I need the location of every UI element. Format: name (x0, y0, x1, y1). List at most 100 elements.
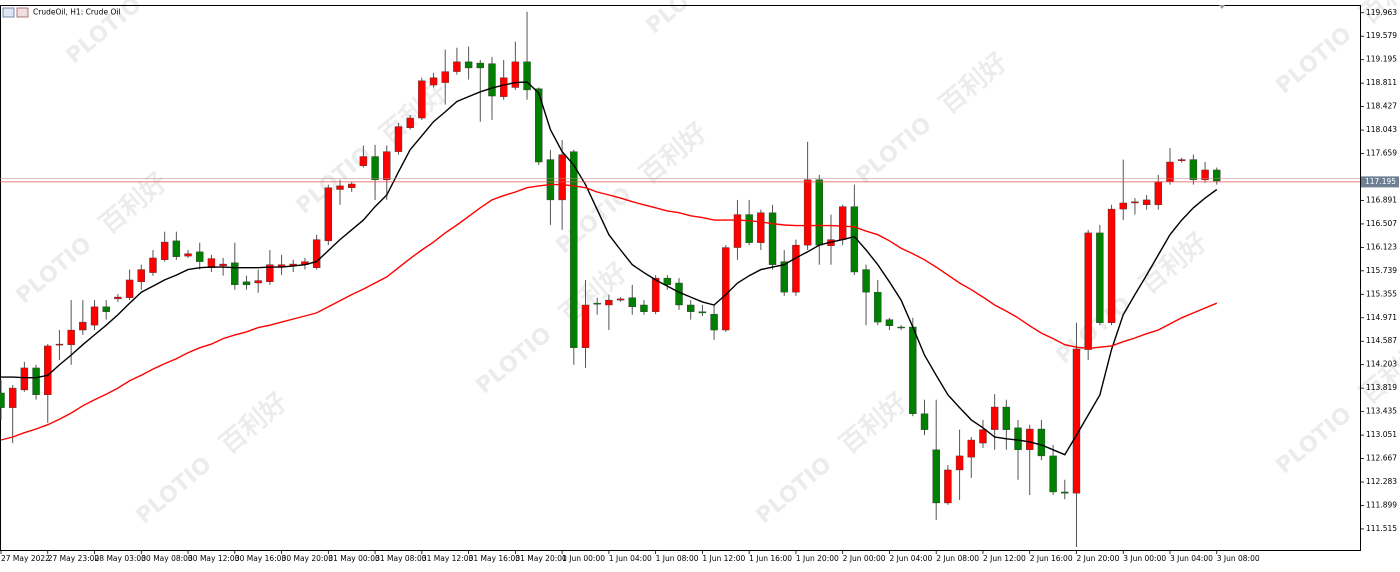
x-tick-label: 1 Jun 16:00 (749, 554, 792, 563)
candle-body (746, 215, 753, 243)
candle-body (1038, 429, 1045, 456)
candle-body (769, 213, 776, 265)
candle-body (921, 414, 928, 430)
candle-body (605, 300, 612, 305)
candle-body (0, 393, 5, 408)
candle-body (699, 312, 706, 313)
x-tick-label: 30 May 16:00 (235, 554, 287, 563)
candle-body (1085, 233, 1092, 350)
candle-body (21, 368, 28, 390)
candle-body (372, 157, 379, 180)
x-tick-label: 27 May 2022 (1, 554, 50, 563)
candle-body (103, 307, 110, 312)
candle-body (348, 184, 355, 188)
y-tick-label: 115.355 (1366, 289, 1397, 298)
candle-body (395, 127, 402, 152)
x-tick-label: 30 May 08:00 (141, 554, 193, 563)
candle-body (1003, 407, 1010, 430)
candle-body (570, 152, 577, 348)
candle-body (944, 470, 951, 503)
candle-body (1073, 349, 1080, 493)
candle-body (1026, 429, 1033, 450)
candle-body (255, 281, 262, 283)
candle-body (886, 320, 893, 326)
candle-body (792, 245, 799, 292)
y-tick-label: 111.515 (1366, 524, 1397, 533)
x-tick-label: 3 Jun 08:00 (1217, 554, 1260, 563)
x-tick-label: 30 May 20:00 (282, 554, 334, 563)
y-tick-label: 112.667 (1366, 454, 1397, 463)
candle-body (407, 118, 414, 128)
candle-body (9, 388, 16, 408)
x-tick-label: 27 May 23:00 (48, 554, 100, 563)
candle-body (91, 307, 98, 325)
y-tick-label: 115.739 (1366, 266, 1397, 275)
candle-body (138, 270, 145, 282)
candle-body (629, 298, 636, 307)
candle-body (664, 278, 671, 285)
candle-body (711, 314, 718, 330)
y-tick-label: 111.899 (1366, 500, 1397, 509)
candle-body (582, 305, 589, 348)
x-tick-label: 1 Jun 20:00 (796, 554, 839, 563)
candle-body (933, 450, 940, 503)
candle-body (185, 254, 192, 256)
candle-body (220, 264, 227, 266)
candle-body (1213, 170, 1220, 181)
candle-body (757, 213, 764, 243)
candle-body (874, 292, 881, 322)
candle-body (687, 305, 694, 312)
y-tick-label: 114.587 (1366, 336, 1397, 345)
candle-body (547, 160, 554, 200)
x-tick-label: 2 Jun 16:00 (1030, 554, 1073, 563)
candle-body (909, 327, 916, 414)
candle-body (781, 262, 788, 293)
candle-body (453, 62, 460, 72)
y-tick-label: 118.811 (1366, 78, 1397, 87)
x-tick-label: 1 Jun 08:00 (656, 554, 699, 563)
candle-body (383, 152, 390, 180)
candle-body (722, 248, 729, 330)
candle-body (863, 270, 870, 293)
chart-title: CrudeOil, H1: Crude Oil (33, 8, 121, 17)
candle-body (79, 322, 86, 330)
candle-body (1108, 209, 1115, 323)
x-tick-label: 1 Jun 12:00 (702, 554, 745, 563)
x-tick-label: 1 Jun 04:00 (609, 554, 652, 563)
y-tick-label: 119.963 (1366, 8, 1397, 17)
y-tick-label: 119.579 (1366, 31, 1397, 40)
x-tick-label: 2 Jun 12:00 (983, 554, 1026, 563)
x-tick-label: 31 May 08:00 (375, 554, 427, 563)
candle-body (1190, 160, 1197, 180)
candle-body (617, 299, 624, 300)
candle-body (979, 430, 986, 443)
candle-body (325, 188, 332, 241)
candle-body (1155, 182, 1162, 205)
y-tick-label: 114.203 (1366, 360, 1397, 369)
candle-body (816, 180, 823, 245)
candle-body (1178, 160, 1185, 161)
candle-body (676, 283, 683, 305)
candle-body (500, 78, 507, 97)
candle-body (208, 259, 215, 268)
candle-body (44, 346, 51, 395)
candle-body (161, 242, 168, 260)
x-tick-label: 31 May 00:00 (328, 554, 380, 563)
candle-body (968, 440, 975, 457)
y-tick-label: 113.051 (1366, 430, 1397, 439)
candle-body (231, 263, 238, 285)
candle-body (1143, 200, 1150, 205)
x-tick-label: 2 Jun 04:00 (889, 554, 932, 563)
candle-body (1015, 428, 1022, 450)
candle-body (196, 252, 203, 262)
chart-icon (17, 8, 28, 17)
candle-body (337, 186, 344, 190)
x-tick-label: 31 May 20:00 (515, 554, 567, 563)
candle-body (465, 62, 472, 68)
x-tick-label: 3 Jun 00:00 (1123, 554, 1166, 563)
candle-body (418, 81, 425, 118)
x-tick-label: 2 Jun 20:00 (1076, 554, 1119, 563)
candle-body (68, 330, 75, 345)
